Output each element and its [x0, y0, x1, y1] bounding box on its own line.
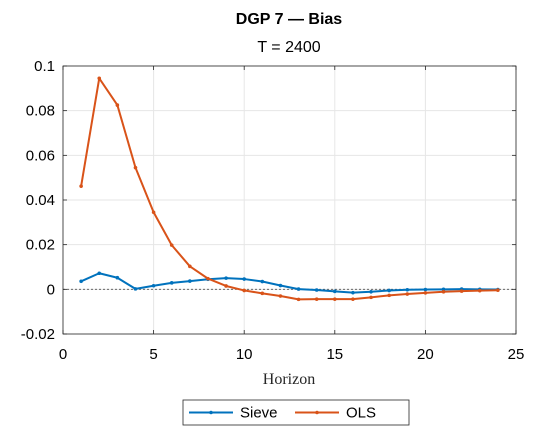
y-tick-label: 0: [47, 281, 55, 298]
data-point-ols: [151, 210, 156, 215]
data-point-sieve: [351, 290, 355, 295]
data-point-ols: [169, 243, 174, 247]
series-line-sieve: [80, 272, 498, 294]
y-tick-label: 0.02: [26, 237, 55, 254]
data-point-ols: [314, 297, 319, 301]
chart-title: DGP 7 — Bias: [236, 11, 343, 28]
y-tick-label: 0.06: [26, 147, 55, 164]
data-point-ols: [405, 292, 410, 296]
data-point-ols: [242, 288, 246, 293]
data-point-ols: [387, 293, 391, 298]
legend-marker-sieve: [209, 410, 213, 415]
y-tick-label: -0.02: [21, 326, 55, 343]
data-point-ols: [333, 297, 337, 301]
data-point-ols: [441, 289, 446, 294]
legend-label-ols[interactable]: OLS: [346, 405, 376, 422]
data-point-ols: [351, 297, 355, 301]
data-point-ols: [423, 291, 428, 295]
series-line-ols: [80, 77, 498, 301]
data-point-sieve: [278, 283, 283, 288]
chart-subtitle: T = 2400: [257, 39, 320, 56]
grid: [62, 65, 517, 335]
data-point-ols: [260, 291, 265, 296]
x-tick-label: 25: [508, 346, 525, 363]
data-point-ols: [188, 264, 192, 269]
series-layer: [79, 76, 500, 302]
data-point-ols: [206, 276, 210, 281]
x-tick-label: 5: [149, 346, 157, 363]
data-point-sieve: [369, 289, 373, 294]
y-tick-label: 0.04: [26, 192, 55, 209]
data-point-ols: [459, 289, 464, 293]
x-tick-label: 15: [326, 346, 343, 363]
data-point-sieve: [151, 283, 156, 288]
y-tick-label: 0.1: [34, 58, 55, 75]
data-point-sieve: [333, 289, 337, 294]
data-point-ols: [496, 288, 500, 293]
legend-label-sieve[interactable]: Sieve: [240, 405, 278, 422]
data-point-sieve: [405, 287, 410, 292]
data-point-sieve: [79, 279, 83, 284]
x-axis-label: Horizon: [263, 371, 315, 388]
y-tick-label: 0.08: [26, 103, 55, 120]
data-point-sieve: [387, 288, 391, 293]
data-point-ols: [369, 295, 373, 300]
x-tick-label: 10: [236, 346, 253, 363]
data-point-ols: [133, 165, 138, 170]
data-point-ols: [115, 103, 120, 107]
legend[interactable]: Sieve OLS: [182, 399, 410, 426]
data-point-sieve: [97, 271, 102, 276]
y-axis: -0.02 0 0.02 0.04 0.06 0.08 0.1: [21, 58, 516, 343]
data-point-ols: [477, 288, 482, 293]
data-point-ols: [224, 284, 228, 288]
data-point-ols: [296, 297, 301, 302]
data-point-sieve: [133, 287, 138, 291]
data-point-sieve: [169, 281, 174, 285]
data-point-sieve: [224, 276, 228, 280]
data-point-ols: [97, 76, 102, 81]
x-tick-label: 0: [59, 346, 67, 363]
data-point-sieve: [260, 279, 265, 284]
data-point-sieve: [242, 277, 246, 281]
data-point-ols: [278, 294, 283, 298]
data-point-sieve: [188, 279, 192, 283]
data-point-sieve: [314, 288, 319, 292]
data-point-ols: [79, 184, 83, 188]
data-point-sieve: [115, 275, 120, 280]
x-tick-label: 20: [417, 346, 434, 363]
data-point-sieve: [423, 287, 428, 292]
x-axis: 0 5 10 15 20 25: [59, 66, 525, 363]
data-point-sieve: [296, 287, 301, 291]
legend-marker-ols: [315, 410, 319, 415]
